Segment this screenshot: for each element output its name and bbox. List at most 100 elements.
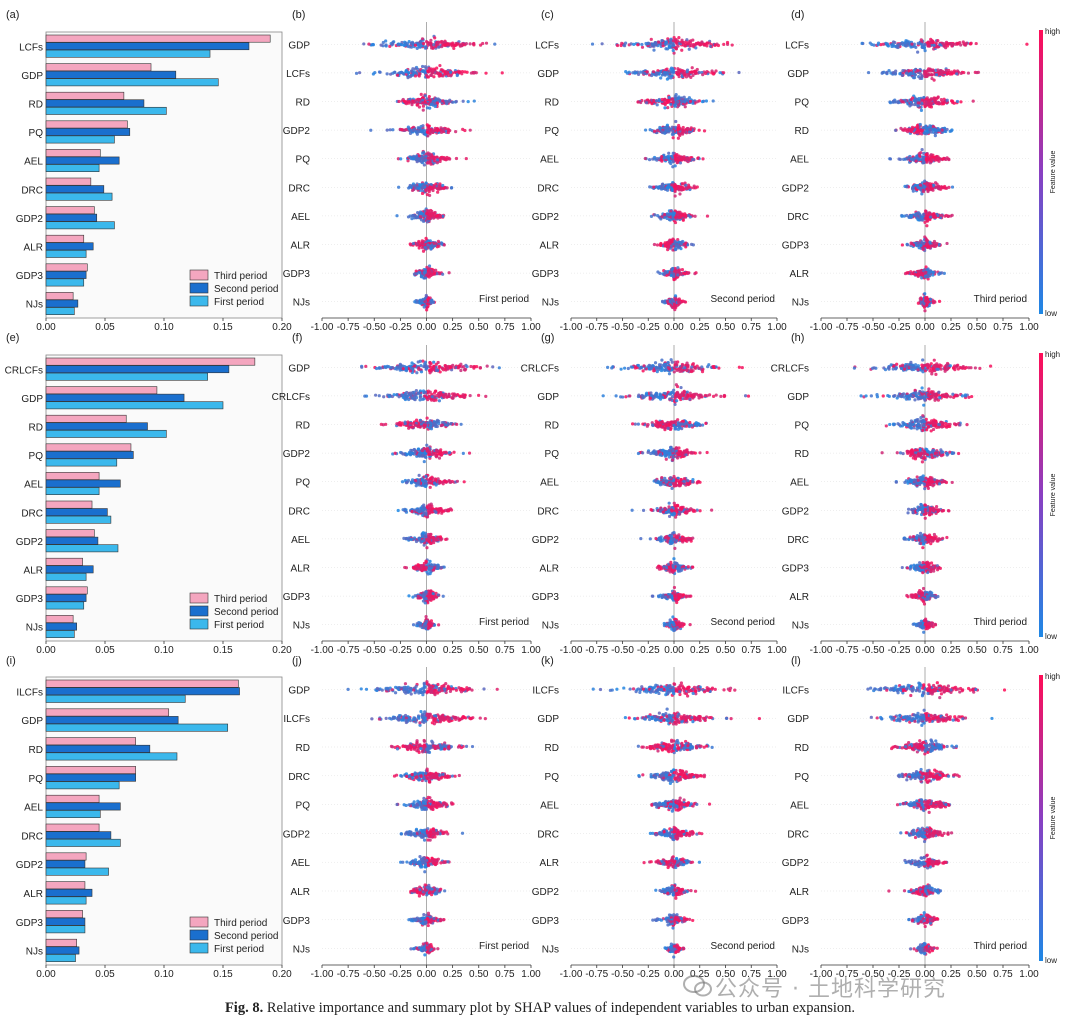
shap-dot	[433, 244, 437, 248]
shap-dot	[925, 296, 929, 300]
category-label: AEL	[24, 157, 43, 168]
bar-NJs-0	[45, 615, 74, 623]
bar-NJs-1	[45, 299, 79, 308]
shap-dot	[934, 73, 939, 77]
shap-dot	[385, 72, 389, 76]
shap-dot	[600, 42, 604, 46]
shap-dot	[974, 41, 978, 46]
category-label: AEL	[24, 480, 43, 491]
bar-CRLCFs-0	[45, 357, 256, 366]
shap-dot	[415, 272, 419, 276]
shap-dot	[396, 157, 400, 161]
shap-dot	[429, 246, 433, 251]
shap-dot	[438, 40, 443, 44]
bar-ALR-1	[45, 242, 94, 251]
shap-dot	[424, 101, 428, 105]
shap-dot	[641, 71, 645, 75]
shap-dot	[644, 101, 649, 105]
shap-dot	[938, 43, 942, 47]
category-label: LCFs	[19, 42, 43, 53]
shap-dot	[387, 394, 391, 399]
shap-dot	[672, 211, 676, 215]
shap-dot	[493, 42, 497, 46]
shap-dot	[674, 40, 678, 44]
shap-dot	[454, 129, 458, 134]
shap-dot	[667, 95, 671, 100]
shap-dot	[959, 71, 963, 76]
shap-dot	[415, 215, 419, 220]
feature-label: PQ	[296, 478, 311, 489]
shap-dot	[443, 157, 448, 161]
shap-dot	[371, 43, 375, 47]
shap-dot	[924, 97, 929, 101]
shap-dot	[711, 72, 716, 76]
shap-dot	[888, 157, 893, 161]
beeswarm-LCFs	[860, 37, 1029, 54]
shap-dot	[684, 186, 688, 190]
category-label: GDP2	[16, 537, 44, 548]
shap-dot	[465, 70, 469, 74]
shap-dot	[928, 215, 933, 219]
feature-label: NJs	[293, 298, 310, 309]
shap-dot	[415, 243, 420, 247]
shap-dot	[691, 243, 695, 247]
shap-dot	[685, 38, 689, 42]
bar-ALR-2	[45, 572, 87, 581]
shap-dot	[676, 100, 680, 104]
shap-dot	[691, 73, 695, 77]
period-annotation: First period	[479, 294, 529, 305]
panel-b: (b)GDPLCFsRDGDP2PQDRCAELALRGDP3NJs-1.00-…	[283, 9, 541, 333]
shap-dot	[417, 105, 421, 109]
feature-label: GDP2	[532, 212, 560, 223]
shap-dot	[405, 394, 410, 398]
shap-dot	[669, 212, 673, 216]
category-label: GDP	[21, 71, 43, 82]
shap-dot	[421, 184, 425, 189]
shap-dot	[652, 185, 656, 189]
shap-dot	[423, 424, 427, 428]
shap-dot	[920, 102, 924, 106]
shap-dot	[422, 163, 426, 167]
shap-dot	[939, 69, 943, 73]
shap-dot	[722, 42, 726, 46]
beeswarm-LCFs	[590, 35, 734, 55]
shap-dot	[933, 131, 937, 135]
shap-dot	[923, 49, 927, 53]
shap-dot	[433, 36, 437, 40]
shap-dot	[426, 128, 430, 132]
feature-label: DRC	[787, 212, 809, 223]
shap-dot	[410, 396, 414, 400]
shap-dot	[622, 44, 627, 48]
shap-dot	[911, 157, 915, 161]
shap-dot	[904, 99, 908, 103]
shap-dot	[418, 243, 422, 247]
shap-dot	[694, 271, 698, 275]
x-tick-label: -1.00	[560, 322, 583, 333]
shap-dot	[932, 127, 936, 131]
shap-dot	[484, 41, 489, 45]
shap-dot	[955, 72, 959, 76]
shap-dot	[918, 183, 923, 187]
shap-dot	[677, 74, 681, 79]
bar-GDP-2	[45, 78, 219, 87]
shap-dot	[677, 35, 681, 40]
shap-dot	[682, 242, 686, 247]
x-tick-label: 0.75	[742, 322, 762, 333]
shap-dot	[909, 214, 914, 219]
shap-dot	[452, 46, 456, 50]
shap-dot	[942, 44, 946, 48]
shap-dot	[919, 218, 924, 222]
shap-dot	[441, 395, 446, 399]
feature-label: CRLCFs	[272, 392, 310, 403]
shap-dot	[932, 43, 936, 47]
feature-label: GDP2	[283, 126, 311, 137]
bar-NJs-1	[45, 622, 77, 631]
feature-label: LCFs	[535, 40, 559, 51]
shap-dot	[925, 213, 929, 217]
shap-dot	[379, 43, 383, 47]
shap-dot	[651, 99, 655, 103]
shap-dot	[667, 245, 671, 249]
shap-dot	[379, 422, 383, 426]
shap-dot	[656, 186, 661, 190]
shap-dot	[452, 450, 456, 454]
